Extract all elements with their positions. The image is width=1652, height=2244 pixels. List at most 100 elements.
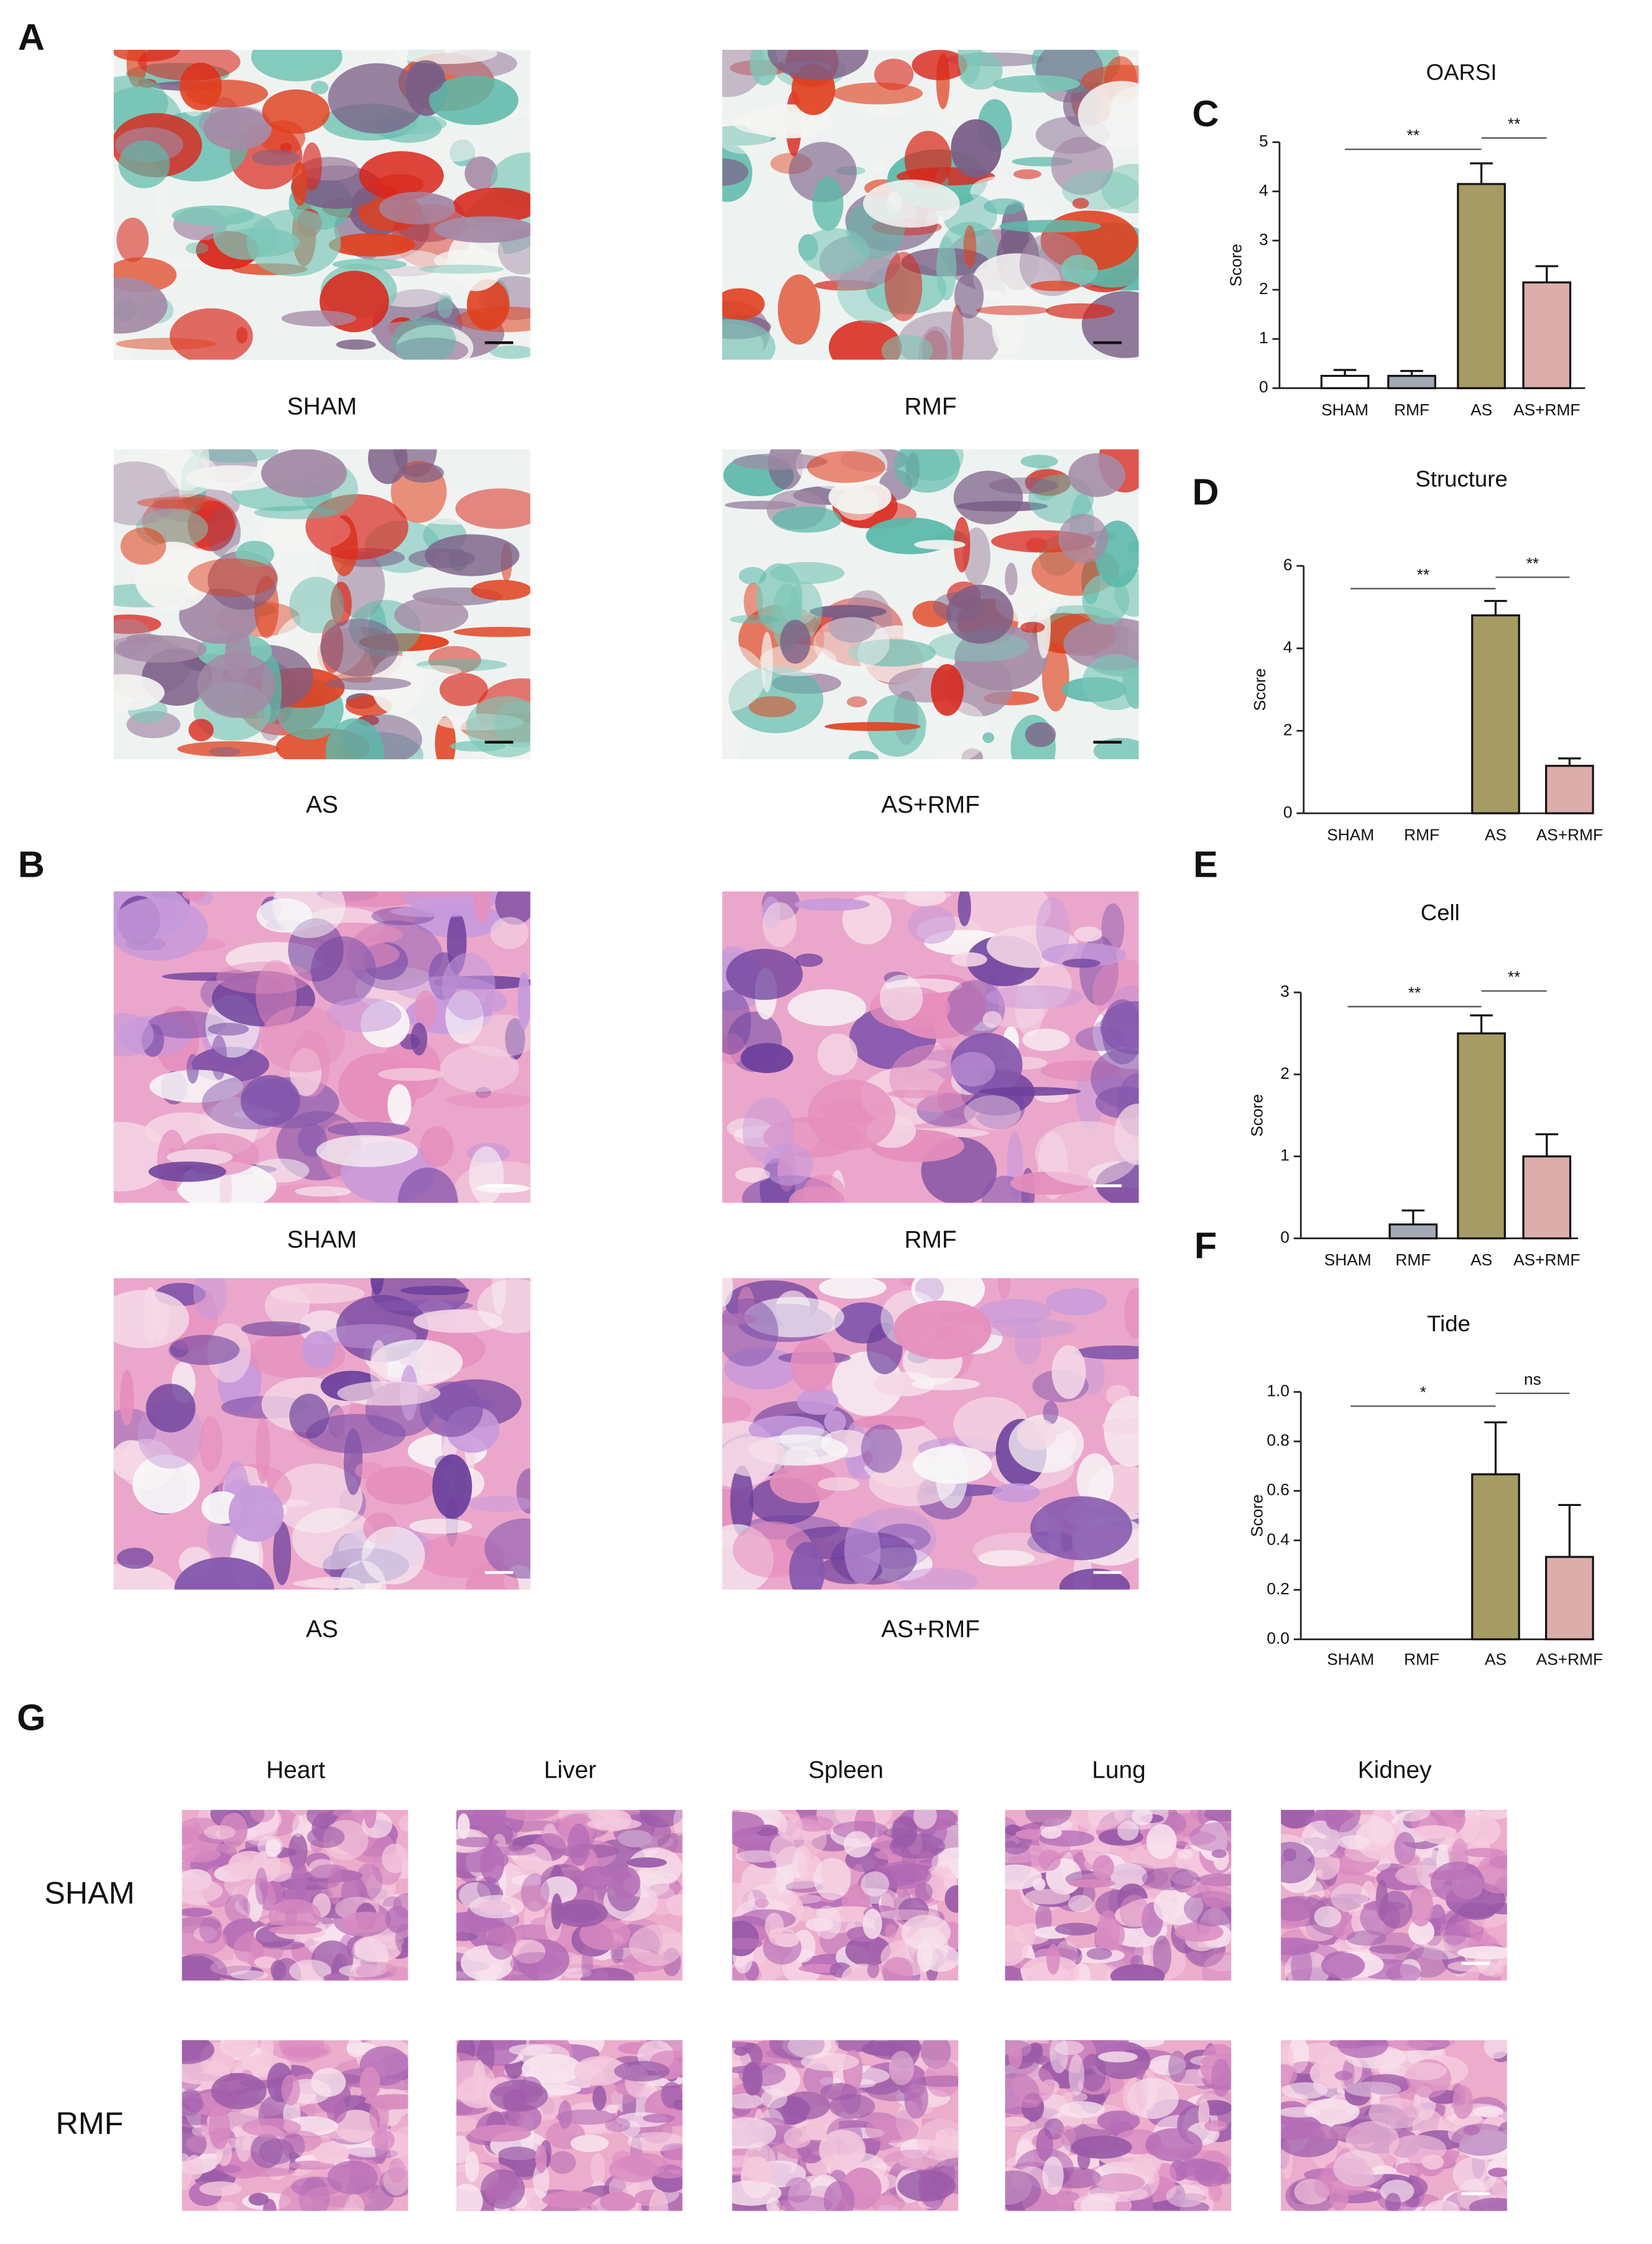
- tissue-blob: [1005, 563, 1018, 596]
- tissue-blob: [397, 1167, 458, 1203]
- tissue-blob: [554, 1899, 608, 1928]
- tissue-blob: [167, 1148, 233, 1166]
- tissue-blob: [288, 1959, 331, 1981]
- y-tick-label: 1: [1259, 328, 1268, 347]
- tissue-blob: [169, 308, 253, 360]
- tissue-blob: [581, 1944, 593, 1981]
- tissue-blob: [1046, 1944, 1060, 1975]
- tissue-blob: [573, 2056, 627, 2086]
- tissue-blob: [182, 1847, 221, 1863]
- tissue-blob: [889, 1834, 946, 1859]
- tissue-blob: [1105, 1385, 1130, 1406]
- tissue-blob: [1082, 654, 1139, 711]
- tissue-blob: [270, 2040, 332, 2061]
- tissue-blob: [326, 2096, 347, 2124]
- tissue-blob: [1345, 2081, 1401, 2097]
- tissue-blob: [1166, 2184, 1205, 2208]
- tissue-blob: [1211, 1849, 1227, 1858]
- tissue-blob: [729, 614, 780, 624]
- tissue-blob: [735, 1167, 770, 1183]
- panel-label: C: [1193, 93, 1219, 134]
- tissue-blob: [405, 665, 462, 677]
- tissue-blob: [833, 82, 923, 104]
- tissue-blob: [770, 1462, 839, 1503]
- tissue-blob: [592, 2085, 607, 2111]
- tissue-blob: [489, 2079, 548, 2112]
- tissue-blob: [172, 205, 256, 226]
- panel-label: F: [1194, 1224, 1217, 1266]
- tissue-blob: [328, 233, 415, 257]
- error-bar: [1535, 265, 1559, 283]
- tissue-blob: [801, 2052, 859, 2071]
- tissue-blob: [901, 1914, 951, 1951]
- tissue-blob: [371, 1300, 473, 1312]
- tissue-blob: [823, 2181, 855, 2211]
- tissue-blob: [1061, 254, 1098, 285]
- tissue-blob: [432, 1454, 473, 1519]
- tissue-blob: [785, 2177, 812, 2203]
- tissue-blob: [370, 1278, 384, 1295]
- tissue-blob: [272, 891, 346, 938]
- tissue-blob: [1385, 2192, 1401, 2211]
- tissue-blob: [732, 2117, 777, 2149]
- tissue-blob: [865, 2117, 920, 2143]
- tissue-blob: [1040, 1827, 1062, 1839]
- tissue-blob: [1344, 2083, 1371, 2106]
- tissue-blob: [266, 1862, 292, 1882]
- tissue-blob: [282, 2045, 328, 2058]
- tissue-blob: [1025, 722, 1056, 747]
- tissue-blob: [1132, 2154, 1161, 2176]
- tissue-blob: [1333, 2150, 1386, 2187]
- tissue-blob: [236, 2128, 252, 2163]
- bar: [1457, 1032, 1506, 1240]
- tissue-blob: [549, 2151, 576, 2174]
- tissue-blob: [441, 953, 496, 1020]
- tissue-blob: [211, 2072, 267, 2110]
- bar: [1471, 1473, 1520, 1641]
- error-bar: [1333, 369, 1357, 376]
- tissue-image: [456, 1809, 683, 1981]
- tissue-blob: [1345, 2121, 1400, 2160]
- y-tick-label: 3: [1259, 230, 1268, 249]
- tissue-blob: [367, 449, 408, 484]
- tissue-blob: [366, 1466, 436, 1505]
- tissue-blob: [1030, 280, 1081, 292]
- tissue-blob: [749, 696, 796, 718]
- image-caption: SHAM: [287, 394, 357, 420]
- tissue-blob: [113, 1290, 190, 1349]
- tissue-blob: [997, 1278, 1011, 1299]
- image-caption: RMF: [904, 394, 956, 420]
- tissue-blob: [1130, 1955, 1144, 1970]
- tissue-blob: [735, 1850, 780, 1863]
- tissue-blob: [722, 1397, 751, 1423]
- tissue-blob: [425, 134, 480, 162]
- error-bar: [1558, 757, 1581, 766]
- tissue-blob: [570, 2135, 609, 2153]
- tissue-detail: [732, 2040, 959, 2211]
- tissue-blob: [495, 891, 530, 925]
- tissue-blob: [1452, 2156, 1497, 2194]
- tissue-blob: [191, 449, 279, 463]
- tissue-blob: [455, 488, 530, 529]
- x-tick-label: SHAM: [1327, 825, 1374, 844]
- tissue-blob: [182, 1908, 213, 1917]
- error-bar: [1470, 162, 1493, 184]
- tissue-blob: [958, 50, 982, 85]
- y-tick-label: 0: [1259, 377, 1268, 396]
- tissue-blob: [1368, 2098, 1426, 2129]
- tissue-blob: [1472, 2106, 1504, 2118]
- tissue-blob: [961, 748, 983, 760]
- tissue-blob: [330, 581, 352, 626]
- x-tick-label: AS: [1485, 825, 1507, 844]
- significance-label: **: [1407, 126, 1419, 144]
- tissue-image: [722, 1278, 1139, 1590]
- tissue-blob: [846, 696, 867, 708]
- tissue-blob: [862, 1908, 882, 1939]
- x-tick-label: AS+RMF: [1536, 825, 1603, 844]
- error-bar: [1484, 1421, 1507, 1475]
- tissue-blob: [964, 1095, 1021, 1130]
- tissue-blob: [510, 1952, 561, 1975]
- tissue-blob: [1281, 1842, 1315, 1884]
- tissue-blob: [346, 2040, 364, 2057]
- column-header: Lung: [1092, 1757, 1145, 1783]
